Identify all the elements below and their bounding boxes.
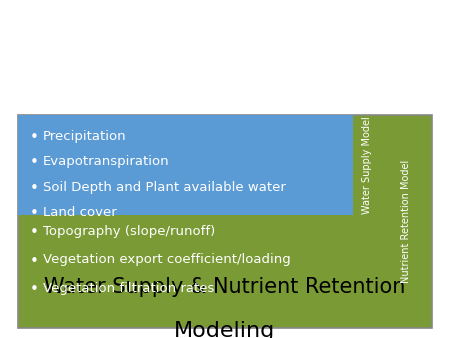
Text: •: • bbox=[29, 254, 38, 268]
Text: Water Supply & Nutrient Retention: Water Supply & Nutrient Retention bbox=[44, 277, 406, 297]
Text: •: • bbox=[29, 181, 38, 196]
Text: Modeling: Modeling bbox=[175, 321, 275, 338]
Text: Precipitation: Precipitation bbox=[43, 130, 126, 143]
Text: Evapotranspiration: Evapotranspiration bbox=[43, 155, 169, 168]
Text: •: • bbox=[29, 155, 38, 170]
Text: •: • bbox=[29, 225, 38, 240]
Text: Water Supply Model: Water Supply Model bbox=[362, 116, 372, 214]
Text: •: • bbox=[29, 282, 38, 297]
Text: Nutrient Retention Model: Nutrient Retention Model bbox=[401, 160, 411, 283]
Bar bbox=[18, 115, 432, 328]
Text: •: • bbox=[29, 130, 38, 145]
Text: Topography (slope/runoff): Topography (slope/runoff) bbox=[43, 225, 215, 238]
Text: Land cover: Land cover bbox=[43, 206, 117, 219]
Text: Soil Depth and Plant available water: Soil Depth and Plant available water bbox=[43, 181, 286, 194]
Bar bbox=[18, 115, 353, 215]
Text: Vegetation export coefficient/loading: Vegetation export coefficient/loading bbox=[43, 254, 291, 266]
Text: •: • bbox=[29, 206, 38, 221]
Text: Vegetation filtration rates: Vegetation filtration rates bbox=[43, 282, 214, 295]
